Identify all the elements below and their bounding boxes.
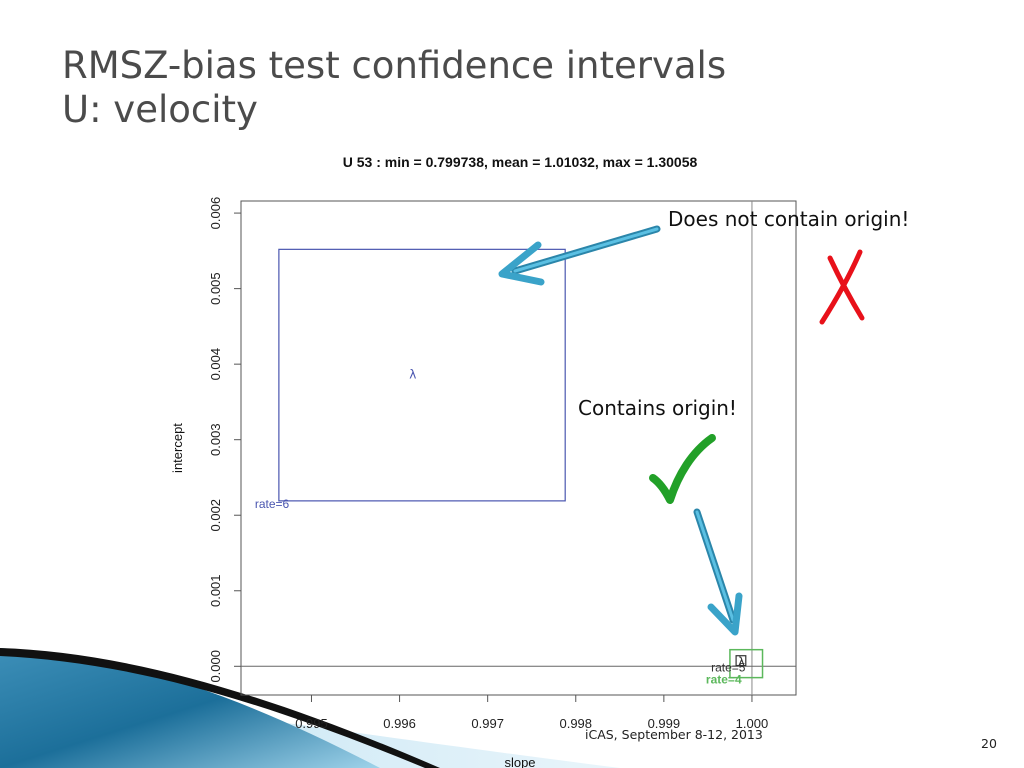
y-tick-label: 0.002 [208, 499, 223, 532]
ci-box-rate=4 [729, 648, 764, 679]
x-tick-label: 1.000 [736, 716, 769, 731]
box-label: rate=5 [711, 660, 746, 674]
y-tick-label: 0.005 [208, 272, 223, 305]
x-tick-label: 0.995 [295, 716, 328, 731]
y-tick-label: 0.003 [208, 423, 223, 456]
x-tick-label: 0.999 [648, 716, 681, 731]
slide-title: RMSZ-bias test confidence intervals U: v… [62, 44, 726, 132]
x-axis: 0.995 0.996 0.997 0.998 0.999 1.000 [295, 694, 769, 731]
annotation-not-contain: Does not contain origin! [668, 207, 910, 231]
arrow-not-contain [498, 225, 661, 286]
annotation-contains: Contains origin! [578, 396, 737, 420]
check-icon [649, 434, 716, 504]
y-tick-label: 0.006 [208, 197, 223, 230]
ci-box-rate=5 [735, 655, 747, 667]
y-tick-label: 0.004 [208, 348, 223, 381]
x-tick-label: 0.997 [471, 716, 504, 731]
box-label: rate=6 [255, 497, 290, 511]
page-number: 20 [981, 736, 997, 751]
cross-icon [819, 249, 865, 325]
center-symbol: λ [738, 655, 745, 669]
title-line-2: U: velocity [62, 88, 258, 131]
footer-text: iCAS, September 8-12, 2013 [585, 727, 763, 742]
y-tick-label: 0.000 [208, 650, 223, 683]
reference-lines [241, 201, 796, 695]
y-axis: 0.000 0.001 0.002 0.003 0.004 0.005 0.006 [208, 197, 242, 683]
x-axis-label: slope [504, 755, 535, 768]
box-label: rate=4 [706, 672, 742, 686]
corner-swoosh [0, 648, 620, 768]
chart-title: U 53 : min = 0.799738, mean = 1.01032, m… [343, 154, 698, 170]
title-line-1: RMSZ-bias test confidence intervals [62, 44, 727, 87]
y-tick-label: 0.001 [208, 574, 223, 607]
x-tick-label: 0.996 [383, 716, 416, 731]
ci-box-rate=6 [278, 248, 566, 502]
arrow-contains [693, 508, 743, 636]
center-symbol: λ [409, 368, 416, 382]
y-axis-label: intercept [170, 423, 185, 473]
x-tick-label: 0.998 [559, 716, 592, 731]
